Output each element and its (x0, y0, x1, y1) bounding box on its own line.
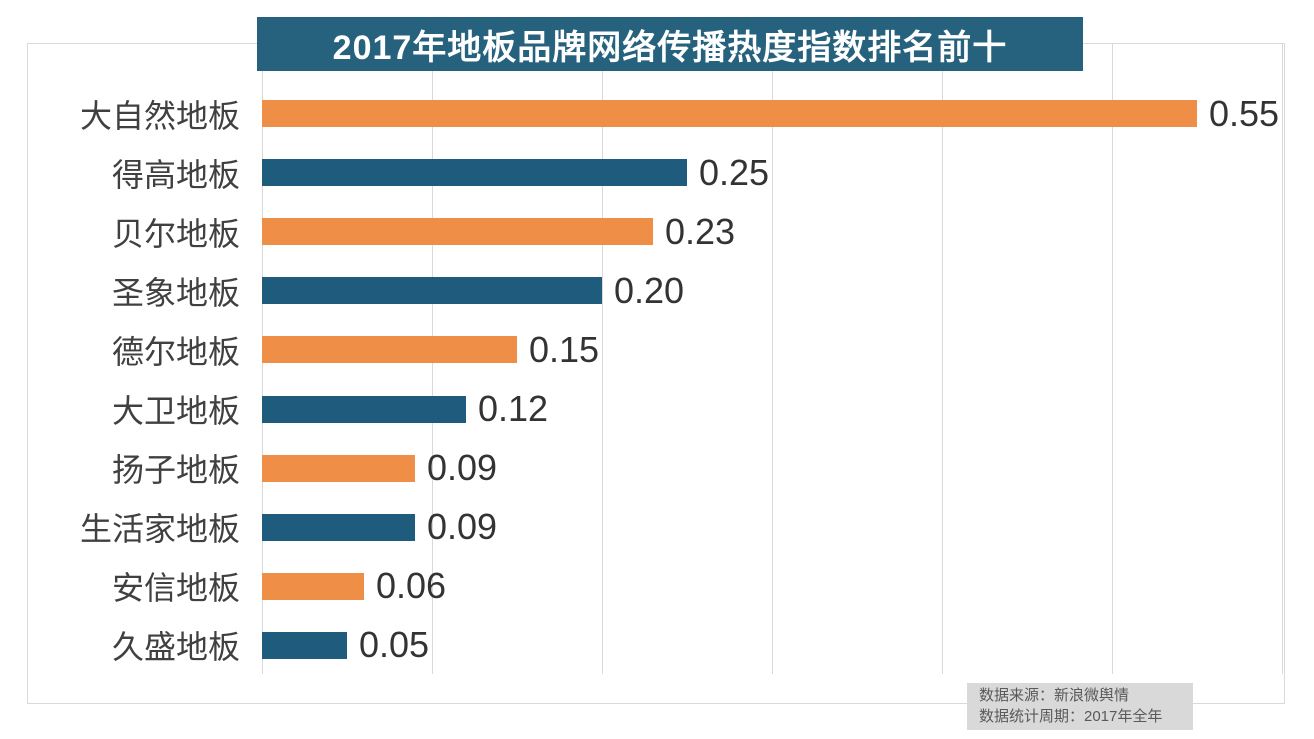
gridline (1112, 44, 1113, 674)
bar (262, 572, 364, 600)
category-label: 贝尔地板 (111, 215, 240, 252)
category-label: 扬子地板 (111, 452, 240, 489)
bar (262, 395, 466, 423)
gridline (942, 44, 943, 674)
bar (262, 218, 653, 246)
gridline (772, 44, 773, 674)
chart-title-banner: 2017年地板品牌网络传播热度指数排名前十 (257, 17, 1083, 71)
chart-row: 扬子地板 0.09 (0, 439, 1314, 498)
category-label: 德尔地板 (111, 333, 240, 370)
category-label: 得高地板 (111, 156, 240, 193)
value-label: 0.20 (614, 269, 685, 311)
bar (262, 631, 347, 659)
category-label: 圣象地板 (111, 274, 240, 311)
chart-row: 德尔地板 0.15 (0, 320, 1314, 379)
bar (262, 513, 415, 541)
value-label: 0.15 (529, 328, 600, 370)
value-label: 0.09 (427, 506, 498, 548)
chart-title: 2017年地板品牌网络传播热度指数排名前十 (332, 28, 1008, 67)
bar (262, 100, 1197, 128)
bar (262, 277, 602, 305)
chart-row: 大自然地板 0.55 (0, 84, 1314, 143)
category-label: 大卫地板 (111, 393, 240, 430)
chart-row: 生活家地板 0.09 (0, 498, 1314, 557)
value-label: 0.05 (359, 624, 430, 666)
gridline (602, 44, 603, 674)
chart-row: 安信地板 0.06 (0, 557, 1314, 616)
value-label: 0.09 (427, 447, 498, 489)
chart-row: 久盛地板 0.05 (0, 616, 1314, 675)
value-label: 0.25 (699, 151, 770, 193)
source-note-line2: 数据统计周期：2017年全年 (979, 708, 1163, 725)
bar-rows: 大自然地板 0.55 得高地板 0.25 贝尔地板 0.23 圣象地板 0.20 德尔地板 0.1… (0, 84, 1314, 675)
value-label: 0.06 (376, 565, 447, 607)
value-label: 0.23 (665, 210, 736, 252)
source-note-line1: 数据来源：新浪微舆情 (979, 687, 1130, 704)
source-note: 数据来源：新浪微舆情 数据统计周期：2017年全年 (967, 683, 1193, 730)
bar (262, 159, 687, 187)
chart-row: 贝尔地板 0.23 (0, 202, 1314, 261)
chart-row: 大卫地板 0.12 (0, 379, 1314, 438)
bar (262, 336, 517, 364)
value-label: 0.55 (1209, 92, 1280, 134)
category-label: 生活家地板 (79, 511, 240, 548)
bar (262, 454, 415, 482)
chart-row: 得高地板 0.25 (0, 143, 1314, 202)
plot-border (27, 43, 1285, 704)
category-label: 久盛地板 (111, 629, 240, 666)
category-label: 安信地板 (111, 570, 240, 607)
chart-row: 圣象地板 0.20 (0, 261, 1314, 320)
gridline (1282, 44, 1283, 674)
category-label: 大自然地板 (79, 97, 240, 134)
value-label: 0.12 (478, 388, 549, 430)
